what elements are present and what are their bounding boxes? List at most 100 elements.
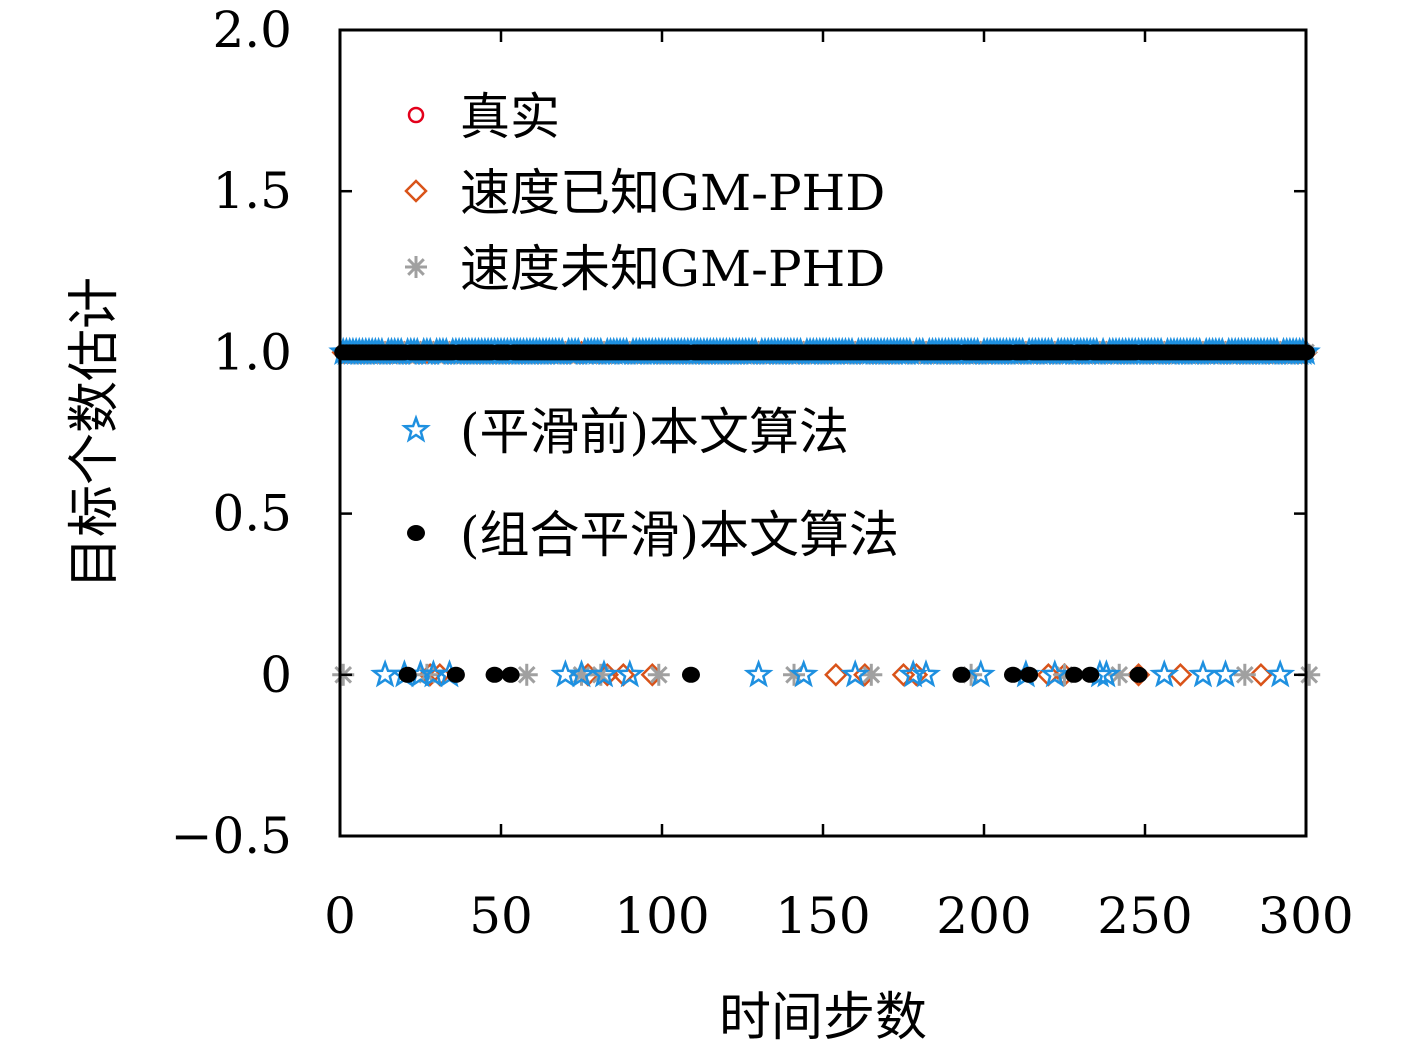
- legend-marker-0: [407, 106, 425, 124]
- series-3-point-t144-shape: [788, 659, 819, 688]
- series-3-point-t182: [911, 659, 941, 688]
- legend-marker-1: [404, 179, 428, 203]
- series-4-point-t214: [1020, 666, 1039, 683]
- series-3-point-t268: [1188, 659, 1218, 688]
- series-2-point-t281-arm-3: [1235, 665, 1254, 684]
- legend-marker-4: [407, 525, 425, 541]
- series-3-point-t14: [370, 659, 400, 688]
- y-tick-label-4: 1.5: [212, 162, 292, 220]
- series-2-point-t141: [783, 663, 806, 686]
- series-4-point-t21: [398, 666, 417, 683]
- x-axis-title: 时间步数: [719, 988, 927, 1048]
- series-4-point-t21-shape: [398, 666, 417, 683]
- series-2-point-t165-arm-3: [862, 665, 881, 684]
- legend-label-0: 真实: [460, 88, 560, 146]
- series-4-point-t193: [952, 666, 971, 683]
- y-tick-label-5: 2.0: [212, 1, 292, 59]
- series-1-point-t154: [824, 663, 848, 687]
- legend-marker-3: [401, 414, 431, 443]
- legend-spacer-3: [392, 393, 402, 403]
- series-4-point-t36: [446, 666, 465, 683]
- series-1-point-t261: [1168, 663, 1193, 687]
- series-3-point-t275: [1210, 659, 1241, 688]
- y-tick-label-2: 0.5: [212, 485, 292, 543]
- x-tick-label-6: 300: [1258, 887, 1353, 945]
- legend-spacer-0: [392, 78, 402, 88]
- series-3-point-t222-shape: [1039, 659, 1070, 688]
- series-3-point-t144: [788, 659, 819, 688]
- y-tick-label-3: 1.0: [212, 323, 292, 381]
- legend-marker-2-arm-3: [407, 258, 425, 276]
- series-3-point-t14-shape: [370, 659, 400, 688]
- x-tick-label-2: 100: [614, 887, 709, 945]
- series-3-point-t256-shape: [1149, 659, 1180, 688]
- series-4-point-t248-shape: [1129, 666, 1148, 683]
- series-4-point-t214-shape: [1020, 666, 1039, 683]
- series-3-point-t130-shape: [743, 659, 774, 688]
- series-4-point-t48: [485, 666, 504, 683]
- legend-marker-1-shape: [404, 179, 428, 203]
- series-2-point-t242-arm-3: [1110, 665, 1129, 684]
- series-4-point-t228: [1065, 666, 1084, 683]
- series-3-point-t75: [566, 659, 597, 688]
- labels-layer: 0 50 100 150 200 250 300 −0.5 0 0.5 1.0 1.5 2.0: [171, 1, 1354, 945]
- legend-label-1: 速度已知GM-PHD: [460, 164, 885, 222]
- series-4-point-t53: [501, 666, 520, 683]
- x-tick-label-5: 250: [1097, 887, 1192, 945]
- ticks-layer: [338, 28, 1308, 838]
- series-4-point-t233: [1081, 666, 1100, 683]
- series-2-point-t58-arm-3: [517, 665, 536, 684]
- series-3-point-t82: [589, 659, 619, 688]
- series-4-point-t248: [1129, 666, 1148, 683]
- series-1-point-t154-shape: [824, 663, 848, 687]
- series-3-point-t90-shape: [614, 659, 645, 688]
- series-3-point-t75-shape: [566, 659, 597, 688]
- series-4: [334, 344, 1315, 683]
- series-3-point-t199: [965, 659, 996, 688]
- y-tick-label-1: 0: [260, 646, 292, 704]
- series-3-point-t222: [1039, 659, 1070, 688]
- x-tick-label-4: 200: [936, 887, 1031, 945]
- series-4-point-t228-shape: [1065, 666, 1084, 683]
- series-4-point-t233-shape: [1081, 666, 1100, 683]
- series-3-point-t182-shape: [911, 659, 941, 688]
- series-4-point-t193-shape: [952, 666, 971, 683]
- legend-marker-0-shape: [407, 106, 425, 124]
- series-3-point-t292-shape: [1265, 659, 1296, 688]
- series-4-point-t109-shape: [681, 666, 700, 683]
- legend-label-3: (平滑前)本文算法: [460, 403, 849, 461]
- x-tick-label-3: 150: [775, 887, 870, 945]
- series-2-point-t165: [860, 663, 883, 686]
- y-axis-title: 目标个数估计: [65, 277, 125, 589]
- series-3-point-t160-shape: [840, 659, 871, 688]
- series-4-point-t109: [681, 666, 700, 683]
- legend-spacer-1: [392, 154, 402, 164]
- series-3-point-t292: [1265, 659, 1296, 688]
- series-2-point-t99-arm-3: [649, 665, 668, 684]
- series-3-point-t82-shape: [589, 659, 619, 688]
- series-3-point-t199-shape: [965, 659, 996, 688]
- series-3-point-t256: [1149, 659, 1180, 688]
- series-4-point-t53-shape: [501, 666, 520, 683]
- series-3-point-t268-shape: [1188, 659, 1218, 688]
- series-4-point-t209: [1003, 666, 1022, 683]
- series-3-point-t130: [743, 659, 774, 688]
- series-3-point-t160: [840, 659, 871, 688]
- legend-spacer-4: [392, 496, 402, 506]
- marks-layer: [328, 336, 1321, 688]
- series-2-point-t301-arm-3: [1300, 665, 1319, 684]
- legend-label-2: 速度未知GM-PHD: [460, 240, 885, 298]
- legend-marker-2: [405, 256, 427, 278]
- legend-label-4: (组合平滑)本文算法: [460, 506, 899, 564]
- y-tick-label-0: −0.5: [171, 807, 292, 865]
- legend-spacer-2: [392, 230, 402, 240]
- series-4-point-t209-shape: [1003, 666, 1022, 683]
- series-3-point-t275-shape: [1210, 659, 1241, 688]
- x-tick-label-1: 50: [469, 887, 533, 945]
- legend-marker-3-shape: [401, 414, 431, 443]
- legend-marker-4-shape: [407, 525, 425, 541]
- series-1-point-t261-shape: [1168, 663, 1193, 687]
- series-2-point-t281: [1233, 663, 1256, 686]
